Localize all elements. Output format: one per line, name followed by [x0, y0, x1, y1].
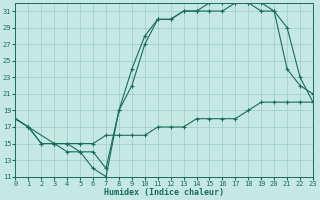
X-axis label: Humidex (Indice chaleur): Humidex (Indice chaleur) — [104, 188, 224, 197]
